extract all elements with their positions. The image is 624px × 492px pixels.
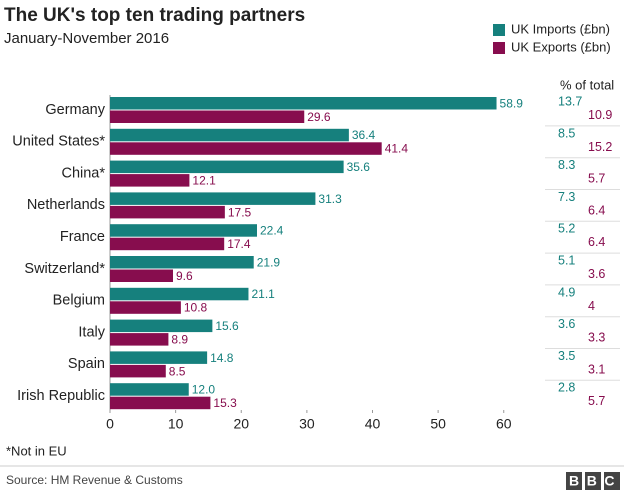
bar xyxy=(110,110,305,123)
logo: BBC xyxy=(569,473,622,489)
share-label: 3.1 xyxy=(588,362,605,376)
x-tick-label: 10 xyxy=(168,416,184,432)
value-label: 41.4 xyxy=(385,142,409,156)
bar xyxy=(110,142,382,155)
bar xyxy=(110,319,213,333)
value-label: 31.3 xyxy=(318,192,342,206)
bar xyxy=(110,205,225,219)
share-label: 8.3 xyxy=(558,158,575,172)
y-tick-label: Netherlands xyxy=(27,197,105,213)
bar xyxy=(110,128,349,142)
value-label: 12.0 xyxy=(192,383,216,397)
value-label: 9.6 xyxy=(176,269,193,283)
y-tick-label: Germany xyxy=(45,102,105,118)
share-label: 4.9 xyxy=(558,285,575,299)
value-label: 29.6 xyxy=(307,110,331,124)
logo-box xyxy=(585,472,601,490)
value-label: 17.4 xyxy=(227,237,251,251)
value-label: 35.6 xyxy=(347,160,371,174)
bar xyxy=(110,333,169,346)
share-label: 5.7 xyxy=(588,172,605,186)
x-tick-label: 60 xyxy=(496,416,512,432)
y-tick-label: United States* xyxy=(12,134,105,150)
legend-label: UK Exports (£bn) xyxy=(511,39,611,54)
value-label: 36.4 xyxy=(352,128,376,142)
value-label: 21.9 xyxy=(257,255,281,269)
bar xyxy=(110,269,173,282)
value-label: 15.3 xyxy=(213,396,237,410)
x-tick-label: 20 xyxy=(233,416,249,432)
bar xyxy=(110,224,257,237)
chart-subtitle: January-November 2016 xyxy=(4,30,169,47)
value-label: 10.8 xyxy=(184,301,208,315)
bar xyxy=(110,301,181,314)
share-label: 6.4 xyxy=(588,235,605,249)
value-label: 21.1 xyxy=(251,287,275,301)
share-label: 7.3 xyxy=(558,190,575,204)
bar xyxy=(110,192,316,205)
share-label: 5.7 xyxy=(588,394,605,408)
bar xyxy=(110,287,249,301)
chart-title: The UK's top ten trading partners xyxy=(4,5,305,26)
legend-swatch xyxy=(493,24,505,36)
share-label: 5.2 xyxy=(558,222,575,236)
bar xyxy=(110,97,497,110)
source: Source: HM Revenue & Customs xyxy=(6,473,183,487)
bar xyxy=(110,160,344,174)
y-tick-label: Spain xyxy=(68,356,105,372)
share-label: 13.7 xyxy=(558,95,582,109)
share-label: 6.4 xyxy=(588,203,605,217)
value-label: 17.5 xyxy=(228,205,252,219)
share-label: 3.3 xyxy=(588,331,605,345)
share-label: 4 xyxy=(588,299,595,313)
share-label: 3.6 xyxy=(588,267,605,281)
share-label: 2.8 xyxy=(558,381,575,395)
share-label: 3.6 xyxy=(558,317,575,331)
x-tick-label: 40 xyxy=(365,416,381,432)
y-tick-label: Italy xyxy=(78,324,105,340)
value-label: 15.6 xyxy=(215,319,239,333)
share-label: 15.2 xyxy=(588,140,612,154)
legend-label: UK Imports (£bn) xyxy=(511,21,610,36)
value-label: 8.5 xyxy=(169,364,186,378)
value-label: 14.8 xyxy=(210,351,234,365)
y-tick-label: France xyxy=(60,229,105,245)
bar xyxy=(110,351,208,364)
logo-box xyxy=(604,472,620,490)
y-tick-label: China* xyxy=(61,165,105,181)
y-tick-label: Switzerland* xyxy=(24,261,105,277)
x-tick-label: 30 xyxy=(299,416,315,432)
footnote: *Not in EU xyxy=(6,443,67,458)
bar xyxy=(110,174,190,187)
bar xyxy=(110,383,189,396)
share-header: % of total xyxy=(560,77,614,92)
x-tick-label: 50 xyxy=(430,416,446,432)
share-label: 3.5 xyxy=(558,349,575,363)
bar xyxy=(110,396,211,410)
value-label: 58.9 xyxy=(500,96,524,110)
y-tick-label: Irish Republic xyxy=(17,388,105,404)
value-label: 8.9 xyxy=(171,333,188,347)
share-label: 5.1 xyxy=(558,254,575,268)
share-label: 8.5 xyxy=(558,126,575,140)
share-label: 10.9 xyxy=(588,108,612,122)
bar xyxy=(110,237,225,251)
value-label: 22.4 xyxy=(260,224,284,238)
logo-box xyxy=(566,472,582,490)
legend-swatch xyxy=(493,42,505,54)
y-tick-label: Belgium xyxy=(53,293,105,309)
x-tick-label: 0 xyxy=(106,416,114,432)
value-label: 12.1 xyxy=(192,174,216,188)
bar xyxy=(110,256,254,269)
bar xyxy=(110,364,166,378)
